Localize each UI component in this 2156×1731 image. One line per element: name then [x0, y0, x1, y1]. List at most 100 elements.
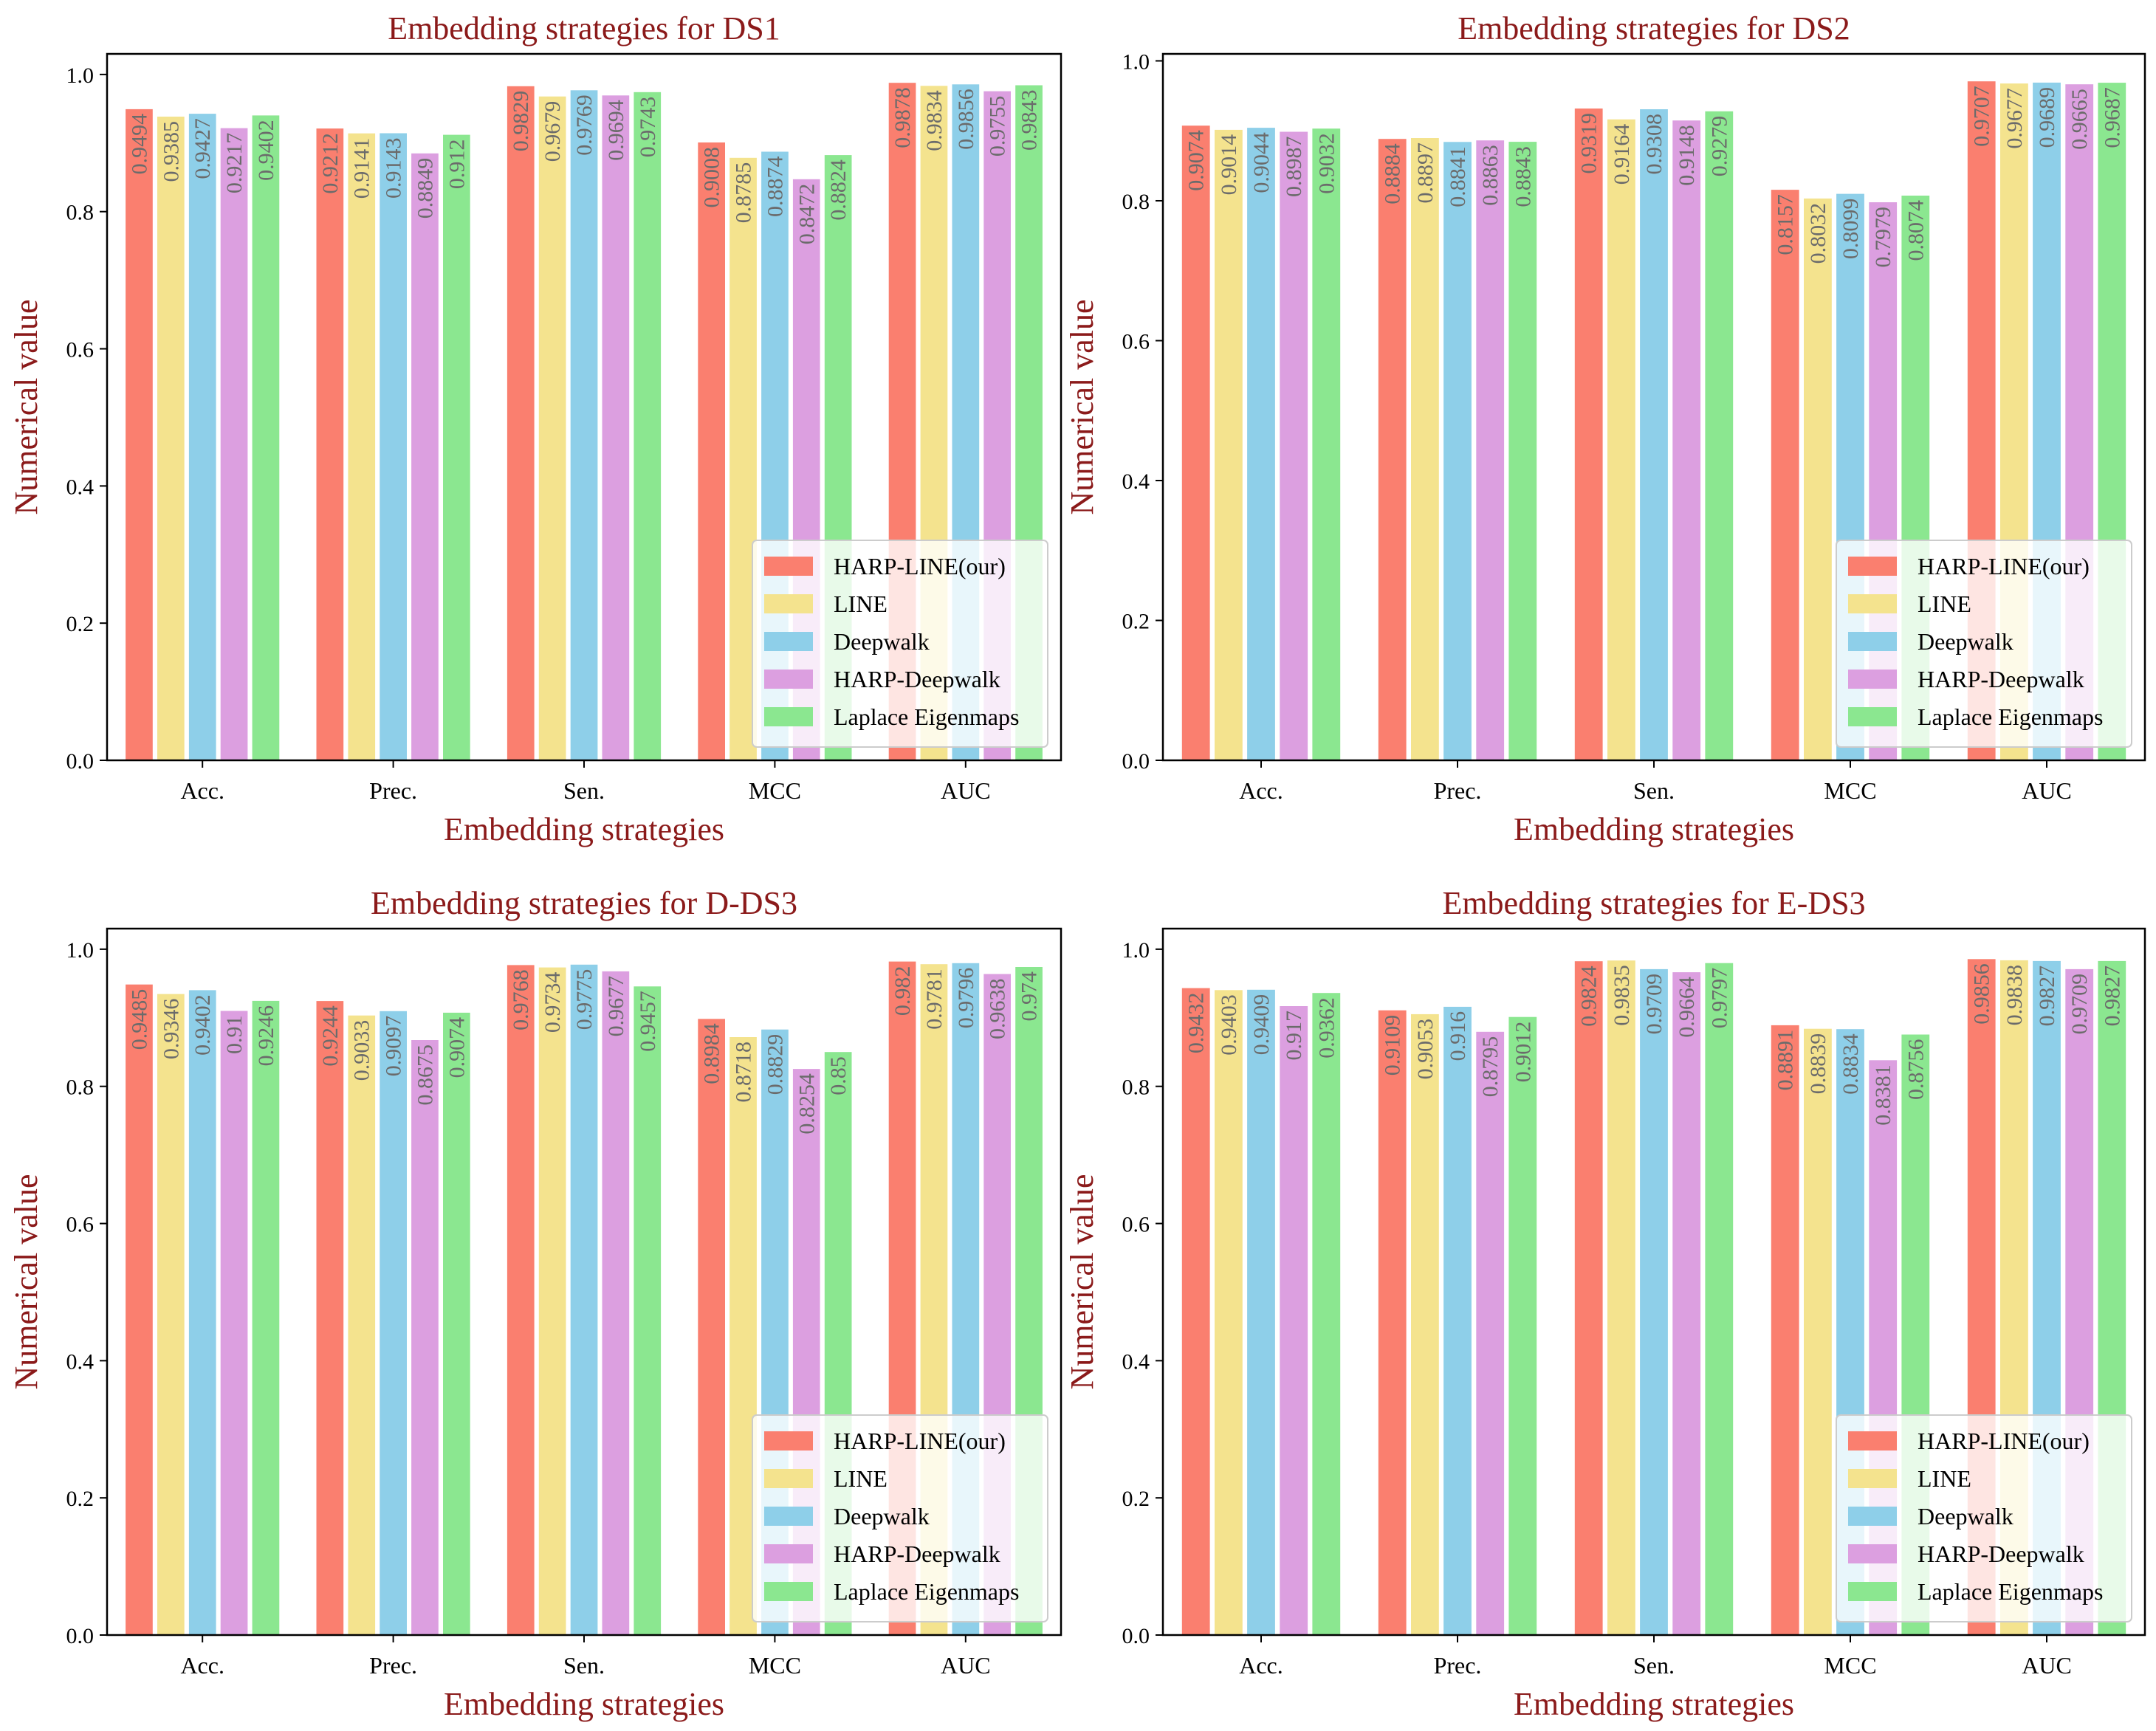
data-label: 0.9843 [1017, 90, 1042, 151]
data-label: 0.8834 [1839, 1033, 1863, 1095]
y-tick-label: 0.4 [66, 475, 95, 499]
y-tick-label: 0.4 [66, 1349, 95, 1374]
legend-label: HARP-LINE(our) [834, 1428, 1006, 1454]
bar-harp-line-our--sen [1574, 961, 1603, 1635]
bar-harp-deepwalk-prec [1476, 1031, 1505, 1635]
legend: HARP-LINE(our) LINE Deepwalk HARP-Deepwalk L… [1836, 540, 2132, 748]
data-label: 0.9677 [604, 976, 628, 1037]
data-label: 0.8157 [1774, 194, 1798, 255]
data-label: 0.8984 [700, 1023, 724, 1084]
data-label: 0.8795 [1478, 1036, 1503, 1098]
bar-laplace-eigenmaps-sen [1705, 963, 1734, 1635]
data-label: 0.9432 [1184, 993, 1209, 1054]
data-label: 0.9403 [1217, 994, 1241, 1056]
data-label: 0.9074 [444, 1017, 469, 1078]
data-label: 0.8099 [1839, 199, 1863, 260]
legend-label: HARP-Deepwalk [834, 1541, 1000, 1567]
x-tick-label: Acc. [1239, 777, 1283, 804]
legend: HARP-LINE(our) LINE Deepwalk HARP-Deepwalk L… [752, 1414, 1048, 1622]
data-label: 0.8675 [413, 1045, 438, 1106]
bar-harp-line-our--mcc [1771, 190, 1799, 761]
data-label: 0.9485 [127, 989, 151, 1050]
bar-harp-deepwalk-prec [1476, 140, 1505, 760]
bar-line-sen [1607, 119, 1635, 760]
bar-harp-deepwalk-prec [411, 1040, 439, 1635]
data-label: 0.8987 [1282, 137, 1306, 198]
bar-line-acc [1215, 990, 1243, 1635]
legend-swatch [1848, 707, 1897, 726]
data-label: 0.9665 [2067, 89, 2092, 150]
bar-harp-deepwalk-acc [220, 128, 248, 761]
legend-swatch [1848, 557, 1897, 576]
legend-swatch [764, 557, 813, 576]
x-tick-label: Acc. [180, 777, 224, 804]
data-label: 0.9827 [2100, 966, 2124, 1027]
data-label: 0.9679 [540, 101, 565, 162]
bar-laplace-eigenmaps-sen [634, 986, 662, 1635]
data-label: 0.9707 [1970, 86, 1994, 147]
bar-laplace-eigenmaps-acc [1312, 128, 1341, 760]
x-axis-label: Embedding strategies [444, 811, 724, 847]
legend-swatch [764, 1469, 813, 1488]
legend-label: Deepwalk [834, 1503, 930, 1529]
bar-harp-line-our--mcc [698, 1019, 725, 1635]
bar-harp-line-our--mcc [698, 142, 725, 760]
data-label: 0.9246 [254, 1005, 278, 1067]
legend-swatch [764, 670, 813, 689]
x-tick-label: Prec. [1434, 777, 1482, 804]
legend-swatch [764, 1507, 813, 1526]
legend-label: LINE [834, 1465, 888, 1492]
bar-harp-line-our--sen [507, 86, 535, 761]
legend-label: HARP-LINE(our) [1918, 553, 2090, 579]
legend-label: Deepwalk [834, 628, 930, 655]
data-label: 0.912 [444, 140, 469, 190]
data-label: 0.8472 [794, 184, 819, 244]
bar-harp-deepwalk-sen [1672, 972, 1701, 1635]
x-axis-label: Embedding strategies [1514, 1686, 1794, 1722]
data-label: 0.9709 [2067, 974, 2092, 1035]
bar-harp-line-our--acc [126, 984, 153, 1635]
x-tick-label: AUC [2022, 777, 2072, 804]
data-label: 0.9143 [382, 138, 406, 199]
bar-harp-deepwalk-sen [602, 971, 630, 1635]
x-tick-label: Acc. [1239, 1652, 1283, 1679]
data-label: 0.9457 [636, 991, 660, 1052]
data-label: 0.9008 [700, 147, 724, 208]
data-label: 0.9053 [1413, 1019, 1438, 1080]
chart-title: Embedding strategies for E-DS3 [1442, 885, 1865, 921]
bar-harp-line-our--acc [1181, 125, 1210, 760]
legend-label: LINE [1918, 1465, 1971, 1492]
x-tick-label: MCC [749, 1652, 801, 1679]
x-tick-label: MCC [1824, 1652, 1876, 1679]
legend-swatch [764, 594, 813, 613]
y-tick-label: 0.6 [66, 1213, 95, 1237]
x-tick-label: MCC [749, 777, 801, 804]
data-label: 0.8874 [763, 156, 787, 218]
bar-deepwalk-acc [188, 990, 216, 1635]
y-axis-label: Numerical value [8, 300, 44, 515]
data-label: 0.9244 [318, 1005, 343, 1067]
data-label: 0.8785 [732, 162, 756, 223]
x-tick-label: Prec. [1434, 1652, 1482, 1679]
data-label: 0.8891 [1774, 1030, 1798, 1091]
data-label: 0.9279 [1707, 116, 1731, 177]
bar-deepwalk-acc [1247, 989, 1275, 1635]
data-label: 0.9319 [1577, 113, 1601, 174]
legend-label: Laplace Eigenmaps [1918, 1578, 2103, 1605]
plot-frame [1161, 52, 2146, 762]
legend-swatch [764, 632, 813, 651]
bar-laplace-eigenmaps-prec [443, 134, 470, 761]
data-label: 0.9878 [890, 87, 915, 148]
data-label: 0.8829 [763, 1034, 787, 1095]
data-label: 0.9796 [954, 968, 978, 1029]
data-label: 0.9689 [2035, 87, 2059, 148]
data-label: 0.9734 [540, 972, 565, 1033]
data-label: 0.8254 [794, 1073, 819, 1135]
bar-laplace-eigenmaps-prec [443, 1012, 470, 1635]
data-label: 0.916 [1446, 1011, 1470, 1061]
bar-harp-deepwalk-acc [1280, 131, 1308, 760]
legend-label: Deepwalk [1918, 628, 2013, 655]
bar-harp-deepwalk-sen [1672, 120, 1701, 760]
